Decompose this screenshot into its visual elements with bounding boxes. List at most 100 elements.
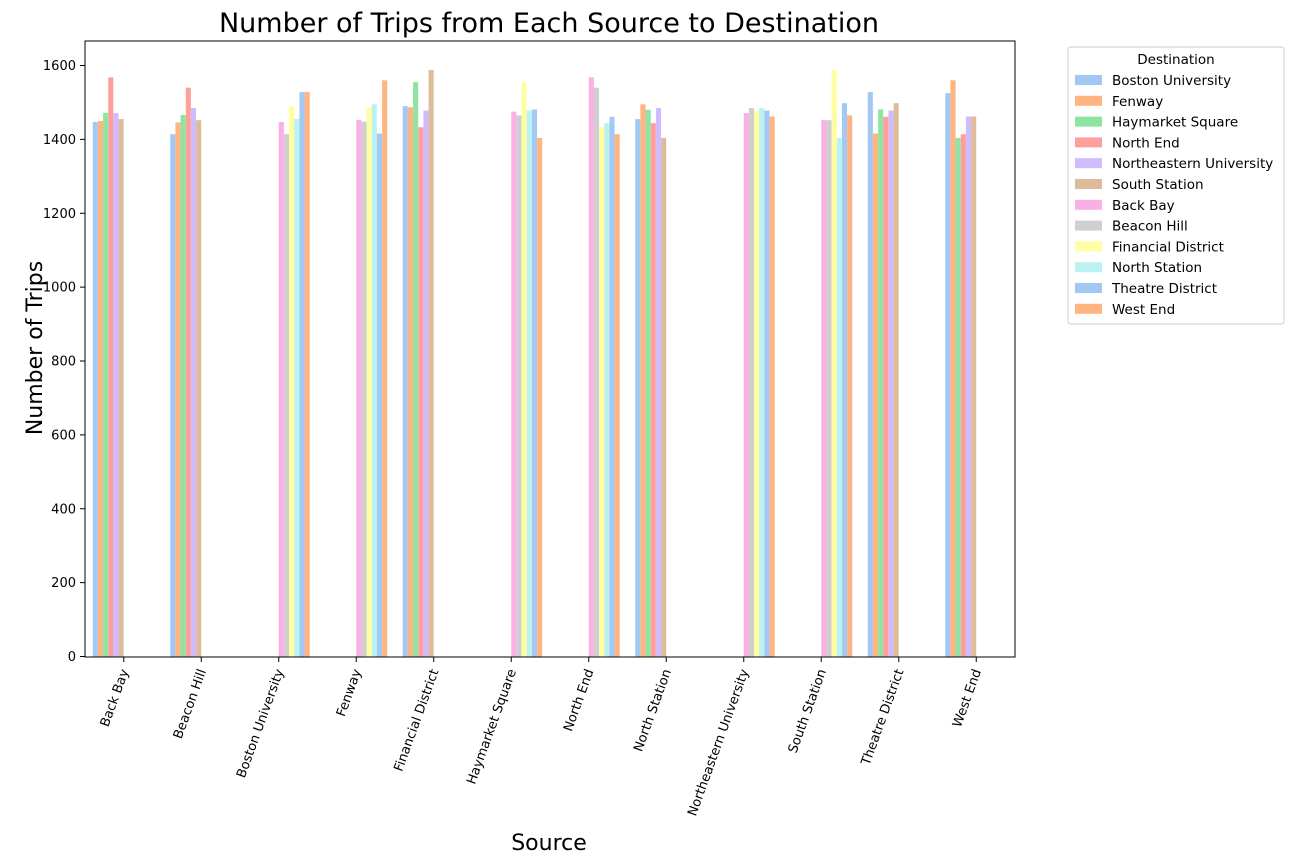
bar: [609, 116, 615, 658]
bar: [511, 111, 517, 658]
bar: [599, 127, 605, 657]
y-axis: 0 200 400 600 800 1000 1200 1400 1600: [43, 59, 85, 665]
bar: [423, 110, 429, 657]
bar: [878, 109, 884, 657]
bar: [531, 109, 538, 657]
x-tick-label: Boston University: [234, 667, 287, 780]
bar: [588, 77, 594, 657]
bar: [118, 119, 124, 657]
y-tick-label: 1200: [43, 207, 76, 222]
legend-swatch: [1075, 303, 1102, 314]
bar: [945, 93, 951, 657]
bar: [402, 106, 408, 657]
bar: [526, 110, 532, 657]
legend-swatch: [1075, 116, 1102, 127]
bar: [304, 92, 310, 658]
legend-swatch: [1075, 262, 1102, 273]
legend-label: Back Bay: [1112, 198, 1175, 214]
y-tick-label: 200: [51, 576, 76, 591]
x-tick-label: Northeastern University: [685, 667, 752, 818]
bar: [283, 134, 290, 657]
bar: [196, 120, 202, 658]
bar: [185, 87, 191, 657]
legend-swatch: [1075, 241, 1102, 252]
x-tick-label: North End: [561, 667, 597, 733]
x-tick-label: South Station: [786, 667, 830, 755]
y-tick-label: 400: [51, 502, 76, 517]
bar: [888, 110, 894, 657]
bar: [180, 115, 186, 657]
bar: [759, 107, 765, 658]
bar: [593, 87, 600, 657]
legend-items: Boston University Fenway Haymarket Square N…: [1075, 73, 1273, 318]
bar: [831, 69, 837, 658]
legend-title: Destination: [1137, 52, 1214, 68]
x-tick-label: North Station: [631, 667, 675, 754]
bar: [841, 103, 848, 658]
bar: [516, 115, 522, 658]
bar: [537, 137, 543, 657]
x-axis-title: Source: [511, 831, 587, 856]
legend-label: Theatre District: [1111, 281, 1217, 297]
bar: [418, 127, 424, 657]
y-tick-label: 0: [68, 650, 76, 665]
bar: [955, 137, 961, 657]
bar: [836, 137, 842, 657]
bar: [356, 119, 362, 658]
bar: [190, 107, 197, 658]
bar: [645, 109, 651, 657]
bar: [950, 80, 956, 657]
legend-swatch: [1075, 179, 1102, 189]
legend-swatch: [1075, 220, 1102, 231]
bar: [867, 92, 873, 658]
bar: [754, 110, 760, 657]
legend-swatch: [1075, 95, 1102, 106]
bar: [893, 103, 899, 658]
bar: [764, 110, 770, 657]
bar: [604, 123, 610, 658]
plot-frame: [84, 40, 1016, 658]
x-tick-label: Theatre District: [858, 667, 907, 768]
bars-layer: [92, 69, 977, 658]
legend-label: Haymarket Square: [1112, 115, 1238, 131]
bar: [278, 122, 284, 657]
bar: [769, 116, 775, 658]
x-tick-label: Haymarket Square: [464, 667, 520, 786]
bar: [289, 106, 295, 657]
bar: [407, 107, 414, 658]
legend-swatch: [1075, 158, 1102, 169]
legend-swatch: [1075, 199, 1102, 210]
y-tick-label: 800: [51, 355, 76, 370]
legend-label: North Station: [1112, 260, 1202, 276]
y-tick-label: 1000: [43, 281, 76, 296]
legend-label: Financial District: [1112, 239, 1224, 255]
x-tick-label: Financial District: [392, 667, 443, 773]
legend-label: West End: [1112, 302, 1175, 318]
bar: [366, 107, 372, 658]
bar: [743, 113, 749, 657]
bar: [170, 134, 176, 657]
chart-title: Number of Trips from Each Source to Dest…: [219, 8, 879, 39]
bar: [413, 82, 419, 658]
bar: [299, 92, 305, 658]
bar: [382, 80, 388, 657]
bar: [883, 116, 889, 658]
x-tick-label: Beacon Hill: [171, 667, 210, 741]
bar: [97, 120, 104, 657]
bar: [108, 77, 114, 657]
bar: [655, 107, 662, 658]
legend-swatch: [1075, 75, 1102, 85]
legend-label: South Station: [1112, 177, 1204, 193]
bar: [661, 137, 667, 657]
y-axis-title: Number of Trips: [23, 261, 48, 435]
x-tick-label: West End: [950, 667, 985, 729]
bar: [826, 120, 832, 658]
bar: [971, 116, 977, 658]
legend-label: Northeastern University: [1112, 156, 1273, 172]
bar: [821, 120, 827, 658]
bar: [428, 69, 434, 658]
legend-label: Boston University: [1112, 73, 1231, 89]
bar: [113, 113, 119, 657]
